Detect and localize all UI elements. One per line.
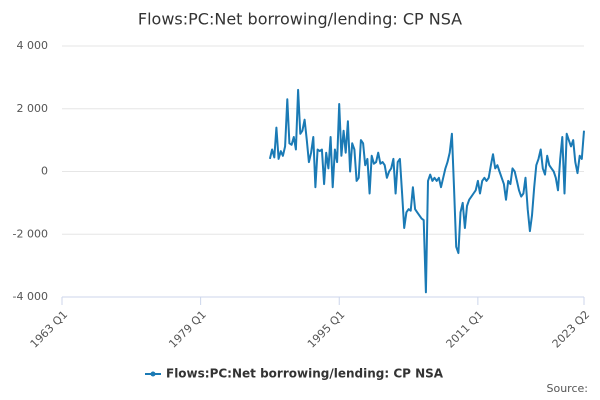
chart-title: Flows:PC:Net borrowing/lending: CP NSA <box>138 10 462 29</box>
source: Source: <box>547 382 589 395</box>
y-tick-label: -2 000 <box>13 227 48 240</box>
x-tick-label: 1979 Q1 <box>166 308 209 351</box>
x-tick-label: 1963 Q1 <box>28 308 71 351</box>
series-line <box>268 88 585 294</box>
y-tick-label: 0 <box>41 165 48 178</box>
x-tick-label: 2023 Q2 <box>550 308 593 351</box>
x-tick-label: 1995 Q1 <box>305 308 348 351</box>
y-tick-label: 4 000 <box>17 39 49 52</box>
y-tick-label: -4 000 <box>13 290 48 303</box>
legend-label: Flows:PC:Net borrowing/lending: CP NSA <box>166 367 444 381</box>
x-tick-label: 2011 Q1 <box>444 308 487 351</box>
y-tick-label: 2 000 <box>17 102 49 115</box>
legend-marker <box>150 371 156 377</box>
